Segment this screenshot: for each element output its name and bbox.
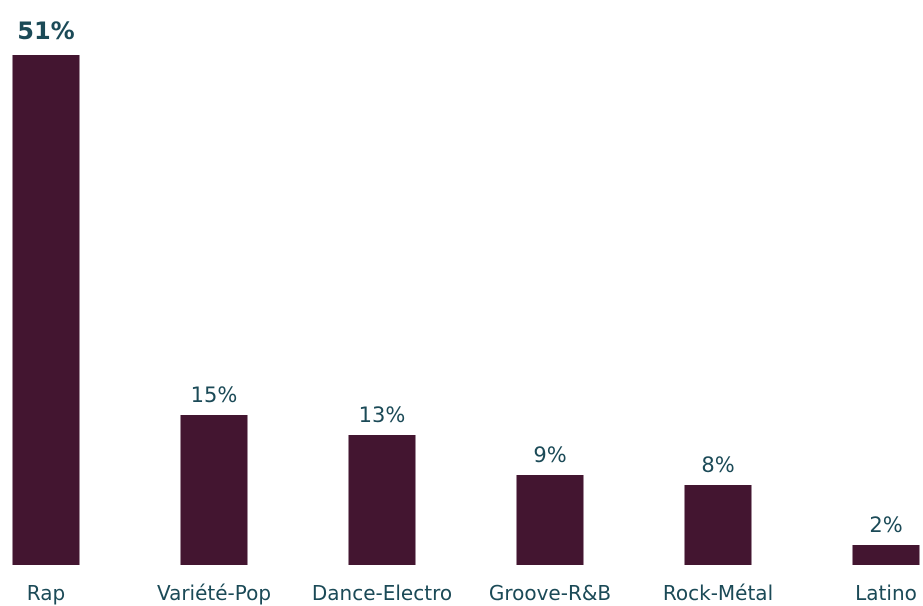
- bar-dance-electro: [348, 435, 416, 565]
- category-label-vari-t-pop: Variété-Pop: [157, 581, 271, 605]
- bar-rock-m-tal: [684, 485, 752, 565]
- category-label-rock-m-tal: Rock-Métal: [663, 581, 773, 605]
- bar-groove-r-b: [516, 475, 584, 565]
- bar-rap: [12, 55, 80, 565]
- value-label-rap: 51%: [17, 17, 74, 45]
- bar-vari-t-pop: [180, 415, 248, 565]
- bar-latino: [852, 545, 920, 565]
- value-label-latino: 2%: [869, 513, 902, 537]
- category-label-rap: Rap: [27, 581, 65, 605]
- category-label-groove-r-b: Groove-R&B: [489, 581, 611, 605]
- category-label-latino: Latino: [855, 581, 917, 605]
- category-label-dance-electro: Dance-Electro: [312, 581, 452, 605]
- value-label-vari-t-pop: 15%: [191, 383, 238, 407]
- value-label-groove-r-b: 9%: [533, 443, 566, 467]
- value-label-dance-electro: 13%: [359, 403, 406, 427]
- value-label-rock-m-tal: 8%: [701, 453, 734, 477]
